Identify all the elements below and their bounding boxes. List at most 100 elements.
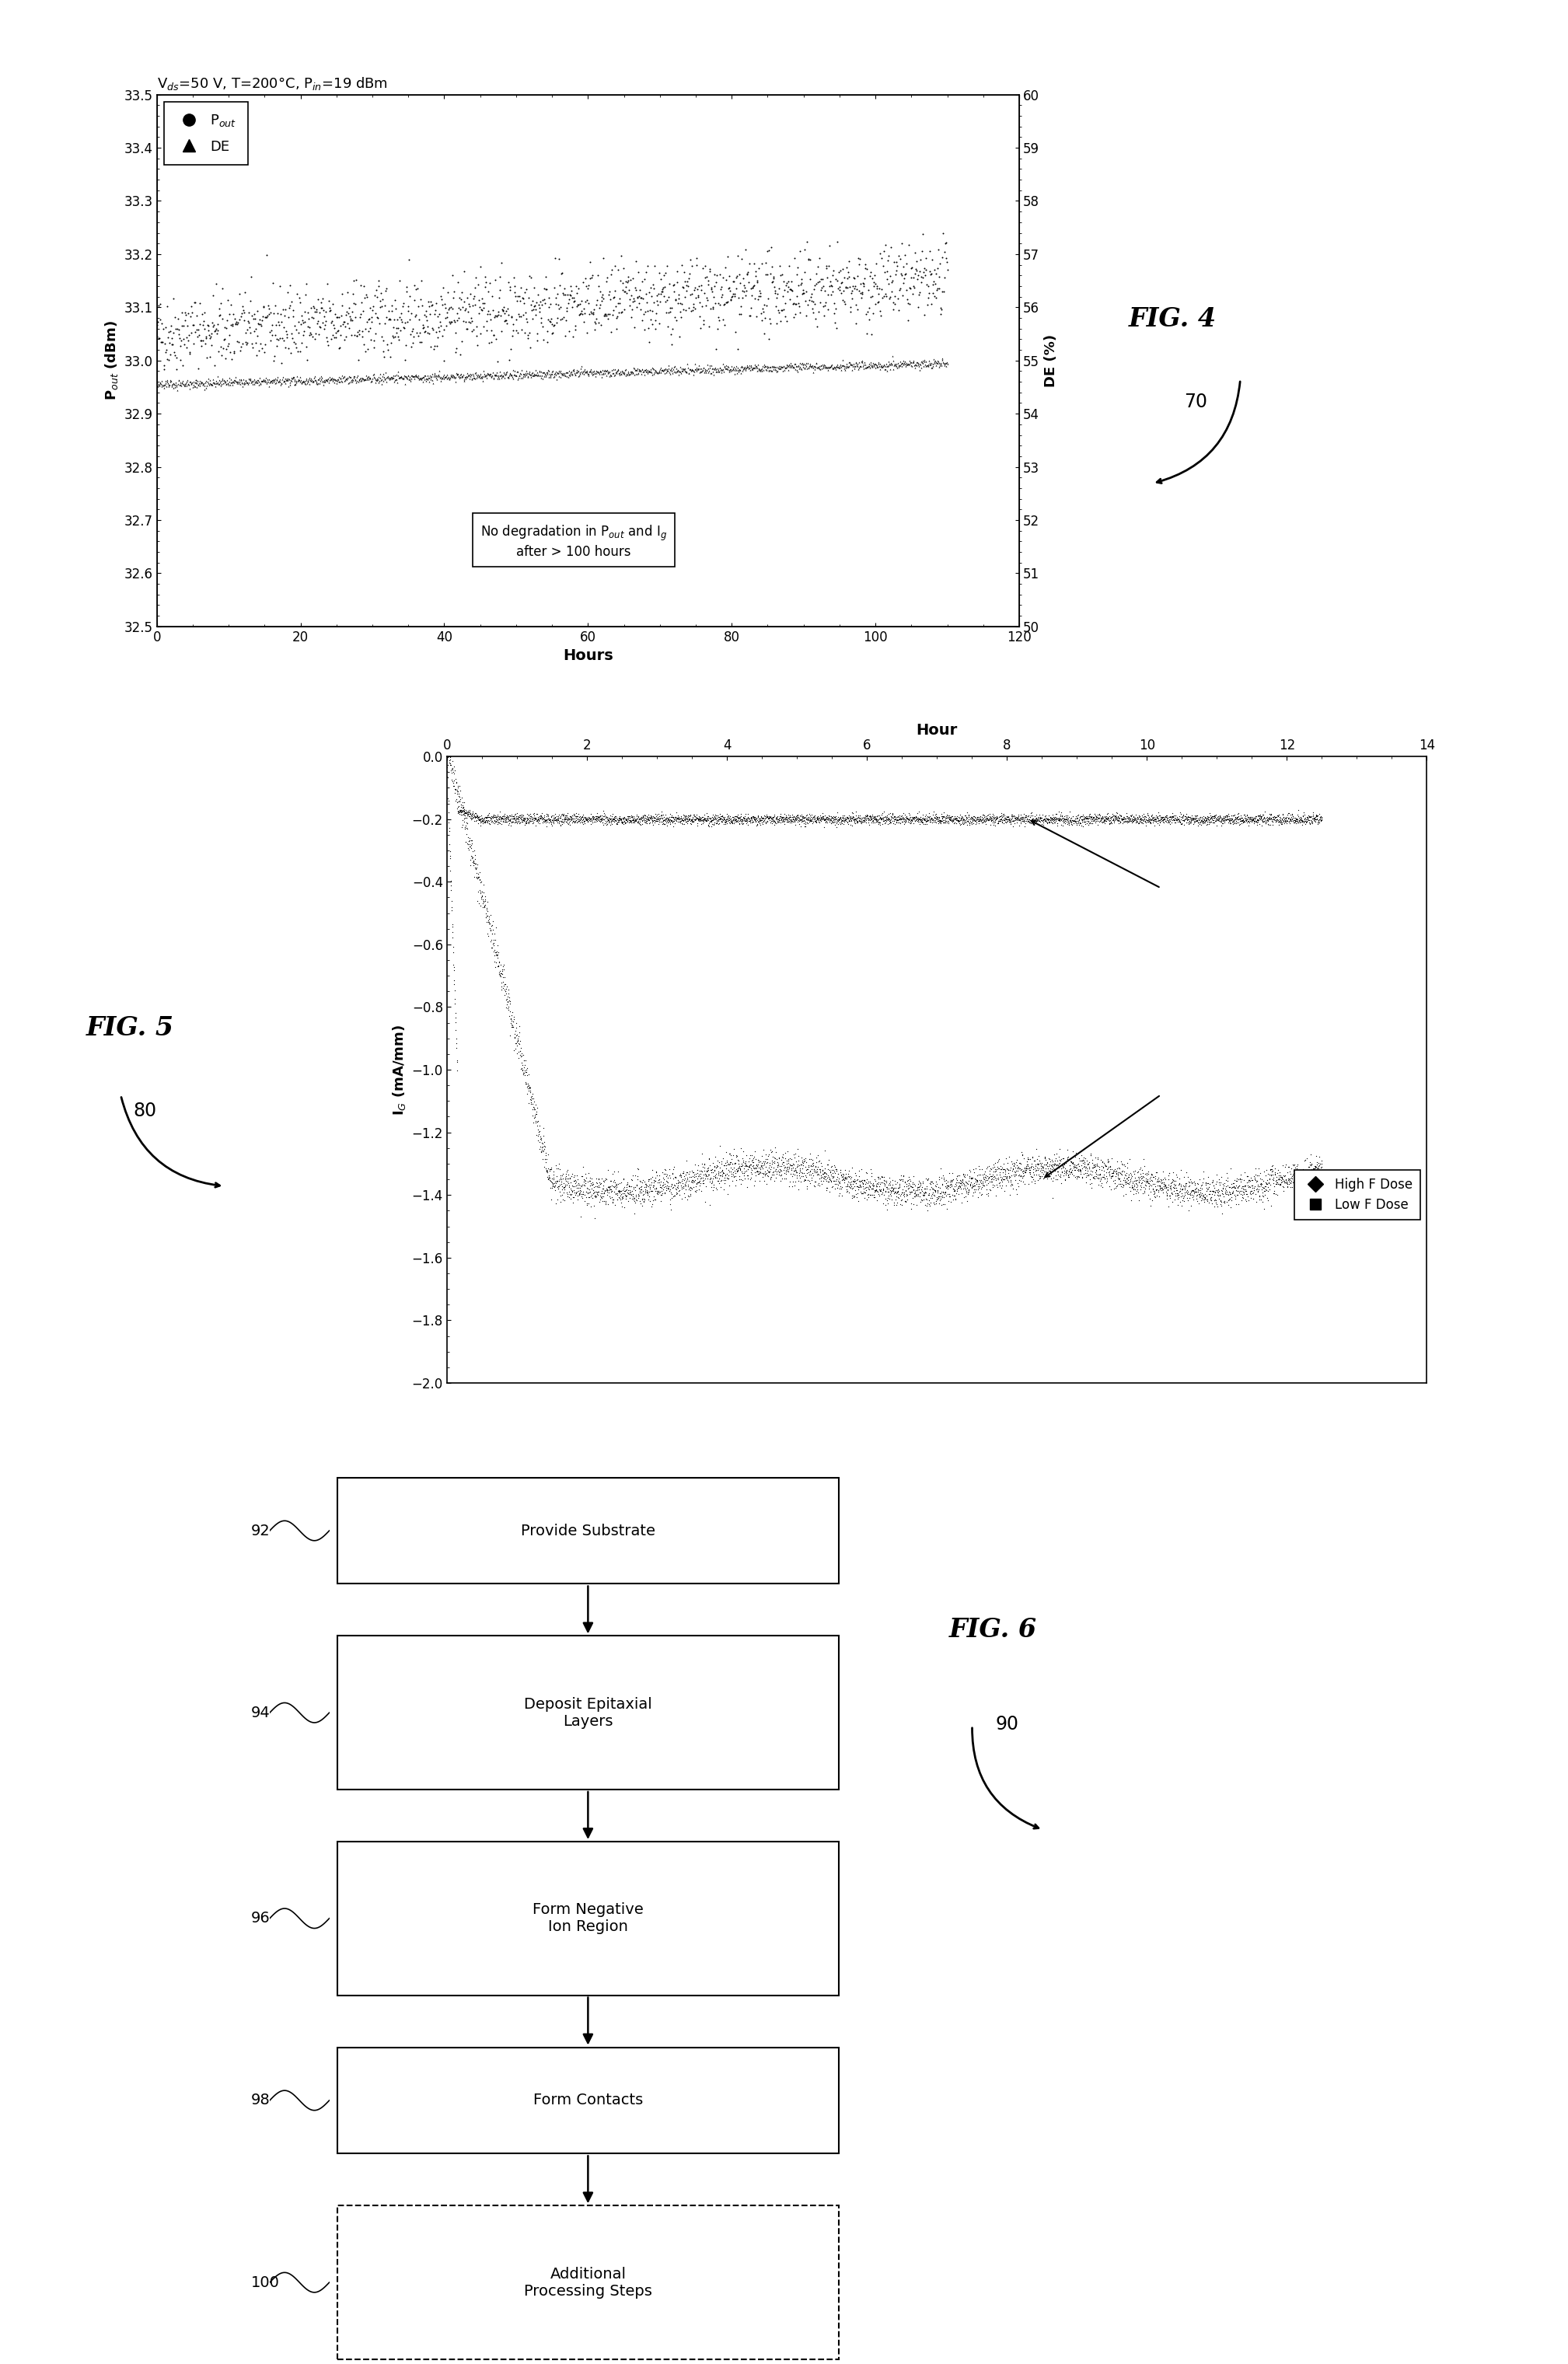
Point [734,277,759,314]
Point [745,797,770,834]
Point [883,801,908,839]
Point [916,801,941,839]
Point [753,243,778,281]
Point [787,1149,812,1187]
Point [771,801,797,839]
Point [166,362,191,400]
Point [629,291,654,329]
Point [563,267,588,305]
Point [654,799,679,837]
Point [1024,1149,1049,1187]
Point [527,799,552,837]
Point [213,366,238,404]
Point [789,1158,814,1196]
Point [1005,1151,1030,1189]
Point [1054,1151,1079,1189]
Point [624,797,649,834]
Point [510,1050,535,1087]
Point [930,797,955,834]
Point [527,352,552,390]
Point [1027,1158,1052,1196]
Point [1159,799,1184,837]
Point [881,345,906,383]
Point [287,364,312,402]
Point [1036,801,1062,839]
Point [829,1156,855,1194]
Point [1104,1149,1129,1187]
Point [1073,1144,1098,1182]
Point [806,799,831,837]
Point [646,801,671,839]
Point [491,293,516,331]
Point [717,1156,742,1194]
Point [748,804,773,842]
Point [1055,1137,1080,1175]
Point [789,265,814,303]
Point [630,1182,655,1220]
Point [1272,801,1297,839]
Point [663,1170,688,1208]
Point [922,265,947,303]
Point [867,804,892,842]
Point [505,804,530,842]
Point [508,1031,533,1069]
Point [698,345,723,383]
Point [326,312,351,350]
Point [652,267,677,305]
Point [146,303,171,340]
Point [1091,1158,1116,1196]
Point [713,248,739,286]
Point [652,1175,677,1213]
Point [480,801,505,839]
Point [155,362,180,400]
Point [818,799,844,837]
Point [215,326,240,364]
Point [964,1161,989,1199]
Point [809,1165,834,1203]
Point [1126,804,1151,842]
Point [1295,801,1320,839]
Point [622,801,648,839]
Point [853,296,878,333]
Point [485,298,510,336]
Point [1132,1161,1157,1199]
Point [702,1158,728,1196]
Point [1212,1163,1237,1201]
Point [547,291,572,329]
Point [1294,1161,1319,1199]
Point [538,1151,563,1189]
Point [532,801,557,839]
Point [499,357,524,395]
Point [754,255,779,293]
Point [615,1163,640,1201]
Point [1120,804,1145,842]
Point [924,1163,949,1201]
Point [1221,804,1247,842]
Point [1148,1161,1173,1199]
Point [889,1175,914,1213]
Point [1071,1132,1096,1170]
Point [464,355,489,392]
Point [416,359,441,397]
Point [713,284,739,322]
Point [448,787,474,825]
Point [862,345,887,383]
Point [1195,806,1220,844]
Point [732,794,757,832]
Point [789,1147,814,1184]
Point [478,799,503,837]
Point [521,801,546,839]
Point [604,801,629,839]
Point [971,1165,996,1203]
Point [900,343,925,381]
Point [1184,799,1209,837]
Point [434,759,459,797]
Point [1010,799,1035,837]
Point [477,794,502,832]
Point [547,357,572,395]
Point [1029,1158,1054,1196]
Point [908,801,933,839]
Point [804,801,829,839]
Point [569,352,594,390]
Point [1107,1154,1132,1191]
